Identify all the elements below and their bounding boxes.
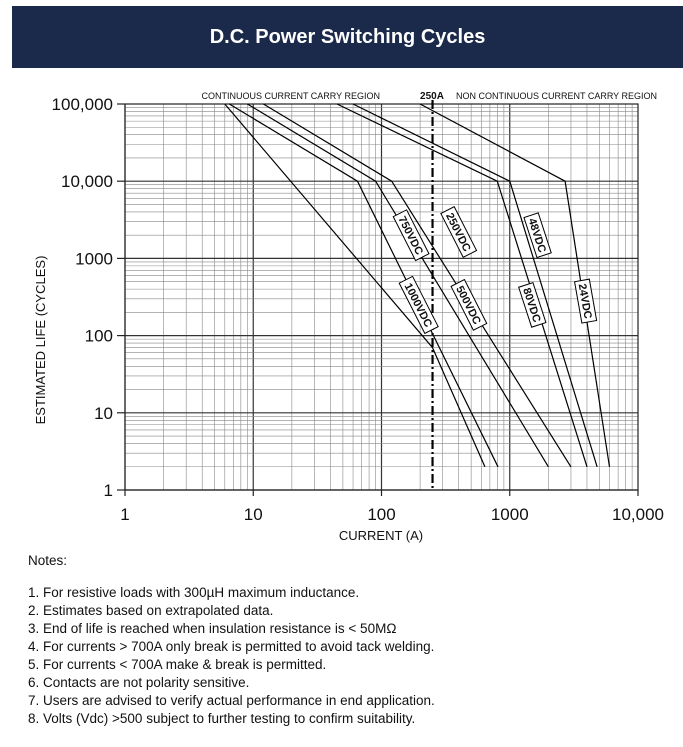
series-label-box: [450, 278, 488, 331]
notes-title: Notes:: [28, 553, 68, 568]
series-line-1000vdc: [224, 103, 486, 468]
label-group: 1 10 100 1000 10,000110100100010,000100,0001…: [52, 95, 664, 524]
series-label-box: [392, 209, 430, 262]
y-tick-label: 100,000: [52, 95, 113, 114]
y-tick-label: 10,000: [61, 172, 113, 191]
series-line-500vdc: [247, 103, 549, 468]
series-label-box: [573, 278, 598, 324]
series-line-24vdc: [419, 103, 611, 467]
note-item: 6. Contacts are not polarity sensitive.: [28, 675, 250, 690]
series-line-80vdc: [336, 103, 588, 467]
y-axis-label: ESTIMATED LIFE (CYCLES): [33, 256, 48, 425]
x-tick-label: 100: [367, 505, 395, 524]
reference-line-label: 250A: [420, 91, 444, 102]
chart-header: D.C. Power Switching Cycles: [12, 6, 683, 68]
chart-area: 1 10 100 1000 10,000 1 10 100 1000 10,000 100,000 1…: [0, 68, 683, 548]
switching-cycles-chart: 1 10 100 1000 10,000110100100010,000100,0001…: [33, 91, 664, 543]
notes-section: Notes: 1. For resistive loads with 300µH…: [28, 552, 668, 728]
series-line-48vdc: [352, 103, 598, 467]
series-label-box: [398, 275, 439, 335]
series-line-750vdc: [228, 103, 499, 468]
note-item: 1. For resistive loads with 300µH maximu…: [28, 585, 360, 600]
y-tick-label: 1000: [75, 249, 113, 268]
y-tick-label: 100: [85, 327, 113, 346]
series-label-box: [440, 206, 478, 258]
x-axis-label: CURRENT (A): [339, 528, 423, 543]
chart-title: D.C. Power Switching Cycles: [209, 25, 486, 48]
x-tick-label: 10: [244, 505, 263, 524]
series-label-box: [518, 281, 547, 328]
note-item: 8. Volts (Vdc) >500 subject to further t…: [28, 711, 416, 726]
grid: [124, 103, 639, 491]
note-item: 4. For currents > 700A only break is per…: [28, 639, 435, 654]
region-right-label: NON CONTINUOUS CURRENT CARRY REGION: [456, 91, 657, 101]
note-item: 2. Estimates based on extrapolated data.: [28, 603, 274, 618]
series-label-24vdc: 24VDC: [573, 278, 598, 324]
region-left-label: CONTINUOUS CURRENT CARRY REGION: [201, 91, 380, 101]
note-item: 3. End of life is reached when insulatio…: [28, 621, 397, 636]
x-tick-label: 1000: [491, 505, 529, 524]
series-group: [224, 103, 611, 468]
y-tick-label: 10: [94, 404, 113, 423]
x-tick-label: 10,000: [612, 505, 664, 524]
y-tick-label: 1: [104, 481, 113, 500]
note-item: 7. Users are advised to verify actual pe…: [28, 693, 435, 708]
x-tick-label: 1: [120, 505, 129, 524]
notes-list: 1. For resistive loads with 300µH maximu…: [28, 584, 668, 728]
note-item: 5. For currents < 700A make & break is p…: [28, 657, 327, 672]
series-label-box: [523, 212, 552, 259]
series-line-250vdc: [263, 103, 572, 468]
